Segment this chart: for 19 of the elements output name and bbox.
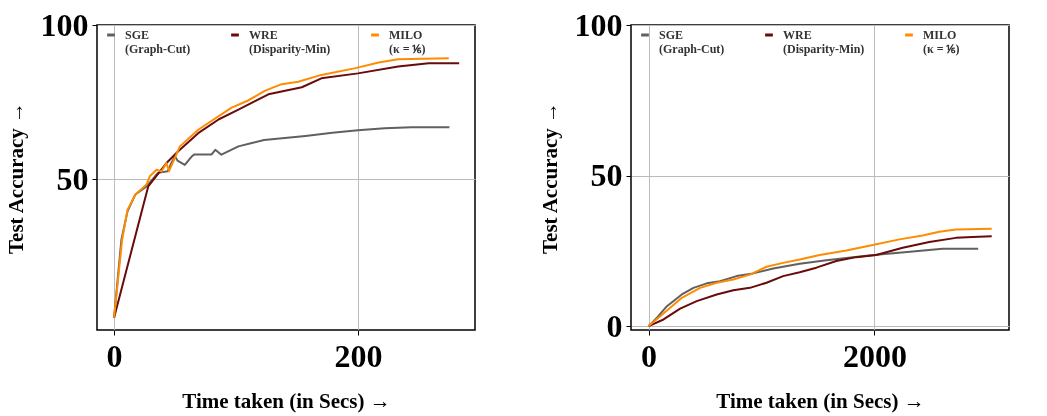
legend-label: MILO (κ = ⅙): [923, 28, 960, 56]
y-axis-title: Test Accuracy →: [3, 101, 28, 255]
x-tick-label: 0: [106, 337, 123, 374]
y-axis-title: Test Accuracy →: [537, 101, 562, 255]
y-tick-label: 50: [56, 160, 89, 197]
x-tick-label: 2000: [842, 337, 907, 374]
y-tick-label: 100: [574, 6, 623, 43]
legend-label: SGE (Graph-Cut): [659, 28, 725, 56]
x-axis-title: Time taken (in Secs) →: [716, 388, 925, 413]
x-axis-title: Time taken (in Secs) →: [182, 388, 391, 413]
legend-label: WRE (Disparity-Min): [783, 28, 865, 56]
legend-label: WRE (Disparity-Min): [249, 28, 331, 56]
x-tick-label: 200: [334, 337, 383, 374]
legend-label: MILO (κ = ⅙): [389, 28, 426, 56]
y-tick-label: 0: [606, 307, 623, 344]
legend-label: SGE (Graph-Cut): [125, 28, 191, 56]
y-tick-label: 50: [590, 157, 623, 194]
x-tick-label: 0: [641, 337, 658, 374]
y-tick-label: 100: [40, 6, 89, 43]
